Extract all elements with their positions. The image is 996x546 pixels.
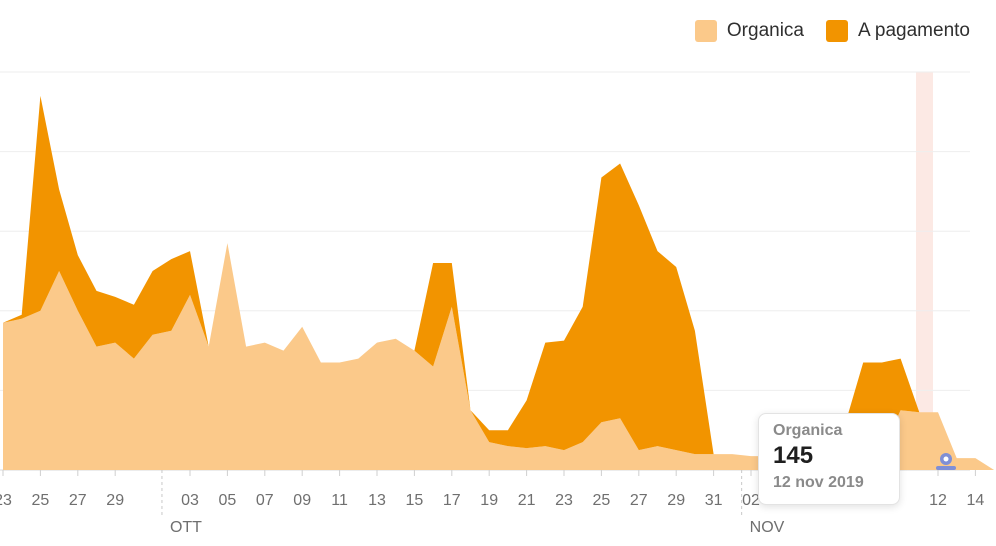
- x-tick-label: 27: [69, 492, 87, 509]
- marker-base: [936, 466, 956, 470]
- legend-label-a-pagamento: A pagamento: [858, 20, 970, 41]
- x-tick-label: 05: [219, 492, 237, 509]
- tooltip-series: Organica: [773, 422, 843, 439]
- x-tick-label: 31: [705, 492, 723, 509]
- x-tick-label: 17: [443, 492, 461, 509]
- marker-dot-center: [943, 456, 949, 462]
- x-tick-label: 15: [406, 492, 424, 509]
- legend-item-organica[interactable]: Organica: [694, 20, 805, 42]
- x-tick-label: 27: [630, 492, 648, 509]
- x-tick-label: 11: [331, 492, 348, 509]
- x-tick-label: 23: [555, 492, 573, 509]
- x-tick-label: 07: [256, 492, 274, 509]
- x-axis: 23 25 27 29 03 05 07 09 11 13 15 17 19 21 23 25 27 29 31 02…: [0, 470, 984, 536]
- x-tick-label: 14: [967, 492, 985, 509]
- x-tick-label: 03: [181, 492, 199, 509]
- legend: Organica A pagamento: [694, 20, 970, 42]
- area-organica: [3, 243, 995, 470]
- x-tick-label: 23: [0, 492, 12, 509]
- legend-swatch-organica: [694, 20, 717, 42]
- x-tick-label: 21: [518, 492, 536, 509]
- tooltip: Organica 145 12 nov 2019: [758, 413, 900, 505]
- x-tick-label: 13: [368, 492, 386, 509]
- x-tick-label: 29: [667, 492, 685, 509]
- month-label: OTT: [170, 519, 202, 536]
- hover-band: [916, 72, 933, 470]
- legend-item-a-pagamento[interactable]: A pagamento: [826, 20, 970, 42]
- x-tick-label: 19: [480, 492, 498, 509]
- areas: [3, 95, 995, 471]
- legend-label-organica: Organica: [726, 20, 805, 41]
- x-tick-label: 25: [593, 492, 611, 509]
- x-tick-label: 25: [32, 492, 50, 509]
- x-tick-label: 09: [293, 492, 311, 509]
- legend-swatch-a-pagamento: [826, 20, 849, 42]
- tooltip-date: 12 nov 2019: [773, 474, 864, 491]
- x-tick-label: 12: [929, 492, 947, 509]
- tooltip-value: 145: [773, 442, 814, 469]
- x-tick-label: 02: [742, 492, 760, 509]
- month-label: NOV: [750, 519, 785, 536]
- x-tick-label: 29: [106, 492, 124, 509]
- hover-marker: [936, 453, 956, 470]
